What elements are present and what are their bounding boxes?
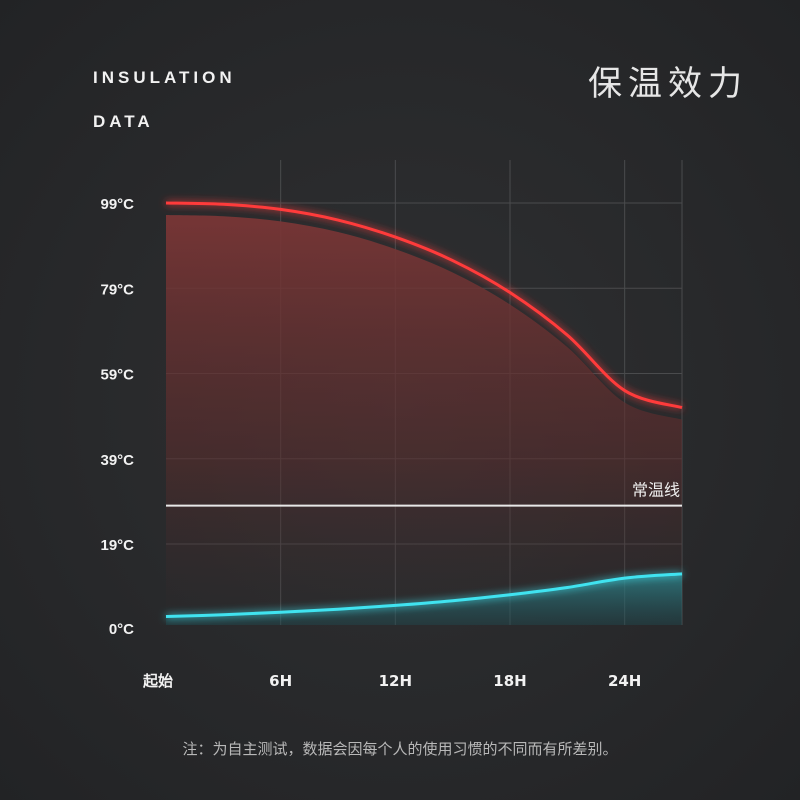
x-tick-label: 12H bbox=[379, 672, 412, 690]
y-tick-label: 79°C bbox=[100, 281, 134, 298]
axes bbox=[155, 162, 709, 635]
title-cn: 保温效力 bbox=[588, 64, 748, 104]
y-tick-label: 59°C bbox=[100, 367, 134, 384]
x-tick-label: 24H bbox=[608, 672, 641, 690]
labels: 常温线 0°C 19°C 39°C 59°C 79°C 99°C 起始 6H 12H 18H 24H bbox=[100, 196, 680, 690]
hot-series-line bbox=[165, 201, 683, 410]
x-tick-label: 6H bbox=[269, 672, 292, 690]
y-tick-label: 39°C bbox=[100, 452, 134, 469]
cold-series-line bbox=[165, 572, 683, 618]
y-tick-label: 19°C bbox=[100, 537, 134, 554]
areas bbox=[166, 215, 682, 625]
y-tick-label: 0°C bbox=[109, 621, 134, 638]
lines bbox=[165, 201, 683, 618]
hot-series-area bbox=[166, 215, 682, 625]
footnote: 注：为自主测试，数据会因每个人的使用习惯的不同而有所差别。 bbox=[182, 740, 618, 758]
x-tick-label: 18H bbox=[493, 672, 526, 690]
y-tick-label: 99°C bbox=[100, 196, 134, 213]
x-tick-label: 起始 bbox=[142, 672, 173, 690]
title-en-line2: DATA bbox=[93, 112, 154, 131]
reference-line-label: 常温线 bbox=[632, 481, 680, 500]
title-en-line1: INSULATION bbox=[93, 68, 236, 87]
header-en: INSULATION DATA bbox=[93, 56, 236, 144]
